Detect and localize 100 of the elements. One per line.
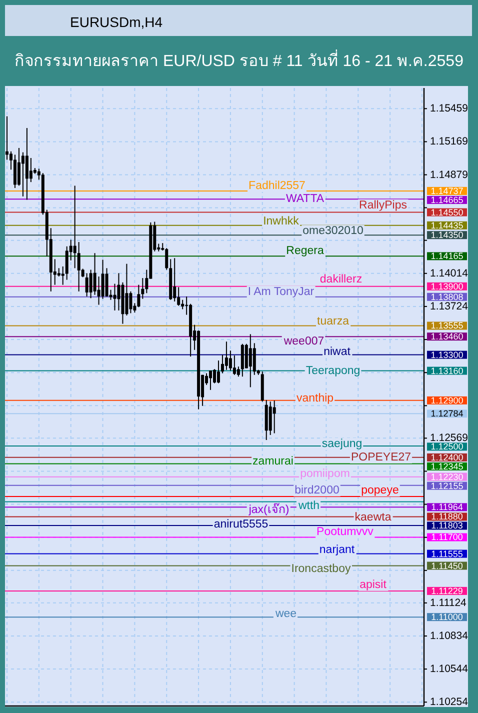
candlestick [61,266,64,286]
y-tick-label: 1.14879 [430,168,468,181]
annotation: wee007 [282,336,324,348]
ref-line-label: 1.12345 [430,461,464,472]
ref-line-label: 1.12400 [430,452,464,462]
ref-line-label: 1.14350 [430,230,464,240]
annotation: POPEYE27 [350,451,412,464]
ref-line-label: 1.12230 [430,472,464,482]
candlestick [141,278,144,300]
annotation: bird2000 [294,484,340,496]
ref-line-label: 1.14165 [430,251,464,262]
candlestick [165,248,168,270]
annotation: narjant [319,544,356,556]
y-tick-label: 1.14014 [430,267,468,280]
ref-line-label: 1.11964 [431,502,463,512]
candlestick [73,185,76,269]
ref-line-label: 1.12500 [430,442,464,452]
annotation: Fadhil2557 [248,180,306,192]
candlestick [21,152,24,197]
candlestick [173,258,176,302]
candlestick [177,286,180,306]
candlestick [5,116,8,160]
annotation: RallyPips [359,199,408,212]
annotation: wee [274,608,297,620]
ref-line-label: 1.12900 [430,395,464,406]
y-tick-label: 1.10544 [430,663,468,676]
ref-line-label: 1.12784 [430,408,464,419]
candlestick [224,341,228,370]
y-tick-label: 1.10834 [430,630,468,642]
ref-line-label: 1.13555 [430,320,464,331]
candlestick [117,272,120,311]
y-tick-label: 1.13724 [430,300,468,312]
annotation: tuarza [317,316,350,328]
candlestick [244,343,248,369]
ref-line-label: 1.14665 [430,194,464,205]
candlestick [129,290,132,314]
y-tick-label: 1.10254 [430,696,468,708]
annotation: zamurai [252,456,294,468]
ref-line-label: 1.12155 [430,480,464,491]
annotation: dakillerz [320,273,362,286]
candlestick [125,263,128,316]
annotation: jax(เจ๊ก) [248,503,290,516]
y-tick-label: 1.11124 [430,596,467,609]
annotation: ome302010 [302,225,364,238]
ref-line-label: 1.14550 [430,207,464,218]
candlestick [228,350,232,372]
annotation: popeye [361,484,399,497]
candlestick [232,354,236,376]
candlestick [113,283,116,311]
candlestick [93,252,96,296]
ref-line-label: 1.13808 [430,292,464,302]
candlestick [105,268,108,297]
candlestick [17,147,20,186]
candlestick [85,272,88,297]
candlestick [89,269,92,299]
ref-line-label: 1.14737 [430,186,464,196]
ref-line-label: 1.11555 [431,548,463,559]
annotation: Teerapong [306,364,360,377]
annotation: anirut5555 [214,518,268,531]
ref-line-label: 1.11803 [431,520,463,531]
annotation: niwat [324,346,352,358]
candlestick [77,242,80,292]
ref-line-label: 1.13900 [430,281,464,292]
candlestick [213,368,216,384]
ref-line-label: 1.11229 [431,586,463,596]
candlestick [216,360,220,384]
annotation: Regera [286,245,324,258]
ref-line-label: 1.13160 [430,366,464,376]
ref-line-label: 1.14435 [430,220,464,230]
candlestick [209,370,212,390]
candlestick [236,366,240,378]
candlestick [220,354,224,374]
text: EURUSDm,H4 [70,14,163,30]
candlestick [65,246,68,280]
candlestick [101,259,104,300]
ref-line-label: 1.13300 [430,350,464,360]
candlestick [272,400,276,434]
annotation: kaewta [354,512,392,524]
annotation: saejung [322,438,362,450]
candlestick [248,334,252,388]
annotation: Inwhkk [263,215,300,228]
candlestick [25,128,28,200]
y-tick-label: 1.12569 [430,432,468,444]
annotation: wtth [297,500,320,512]
ref-line-label: 1.11700 [431,532,463,542]
annotation: Pootumvvv [316,526,374,538]
annotation: apisit [360,578,388,591]
candlestick [97,276,100,306]
candlestick [137,284,140,308]
candlestick [252,342,256,376]
annotation: WATTA [286,193,324,206]
annotation: vanthip [296,392,334,404]
ref-line-label: 1.11450 [431,560,463,571]
ref-line-label: 1.11880 [431,512,463,522]
annotation: I Am TonyJar [248,286,314,298]
annotation: Ironcastboy [291,562,351,575]
chart-title: กิจกรรมทายผลราคา EUR/USD รอบ # 11 วันที่ 16 - 21 พ.ค.2559 [14,49,464,70]
annotation: pomiipom [300,468,350,480]
candlestick [181,299,184,310]
y-tick-label: 1.15169 [430,136,468,148]
